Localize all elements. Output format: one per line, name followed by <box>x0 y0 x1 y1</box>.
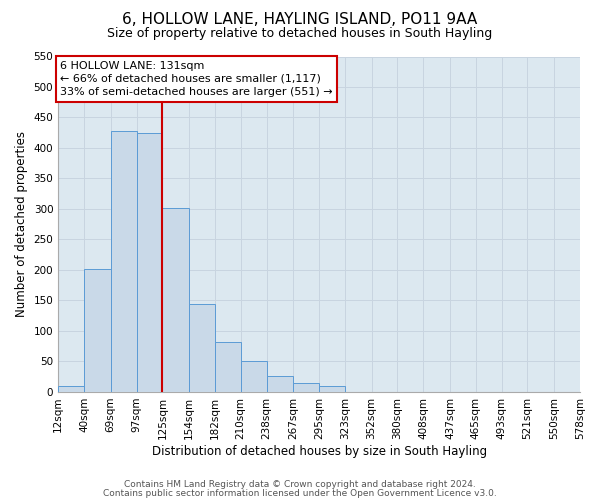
Y-axis label: Number of detached properties: Number of detached properties <box>15 131 28 317</box>
X-axis label: Distribution of detached houses by size in South Hayling: Distribution of detached houses by size … <box>152 444 487 458</box>
Bar <box>137 132 163 392</box>
Bar <box>319 386 345 392</box>
Bar <box>266 376 293 392</box>
Bar <box>580 390 600 392</box>
Bar <box>241 362 266 392</box>
Text: Size of property relative to detached houses in South Hayling: Size of property relative to detached ho… <box>107 28 493 40</box>
Bar <box>111 131 137 392</box>
Bar <box>58 386 84 392</box>
Bar <box>189 304 215 392</box>
Text: Contains public sector information licensed under the Open Government Licence v3: Contains public sector information licen… <box>103 488 497 498</box>
Bar <box>163 208 189 392</box>
Text: 6, HOLLOW LANE, HAYLING ISLAND, PO11 9AA: 6, HOLLOW LANE, HAYLING ISLAND, PO11 9AA <box>122 12 478 28</box>
Bar <box>84 270 111 392</box>
Bar <box>293 384 319 392</box>
Text: 6 HOLLOW LANE: 131sqm
← 66% of detached houses are smaller (1,117)
33% of semi-d: 6 HOLLOW LANE: 131sqm ← 66% of detached … <box>60 61 332 97</box>
Bar <box>215 342 241 392</box>
Text: Contains HM Land Registry data © Crown copyright and database right 2024.: Contains HM Land Registry data © Crown c… <box>124 480 476 489</box>
